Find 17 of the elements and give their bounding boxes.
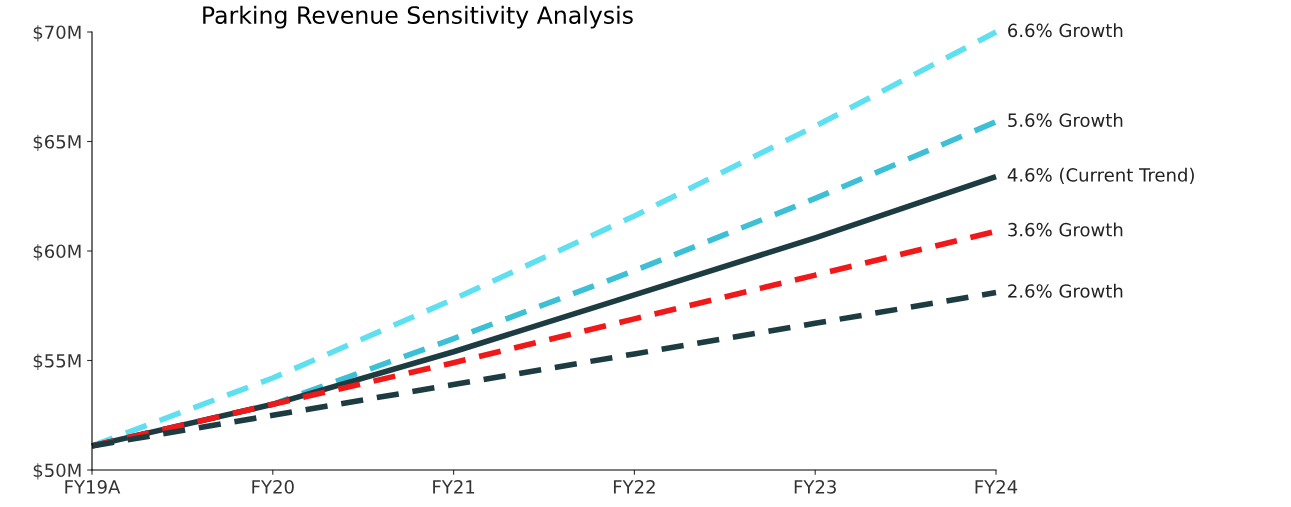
series-label: 2.6% Growth (1008, 283, 1123, 298)
chart-title: Parking Revenue Sensitivity Analysis (203, 5, 633, 29)
y-tick-label: $55M (33, 353, 81, 371)
series-label: 3.6% Growth (1008, 222, 1123, 237)
y-tick-label: $60M (33, 244, 81, 261)
y-tick-label: $70M (33, 25, 81, 42)
x-tick-label: FY22 (613, 480, 655, 494)
series-label: 6.6% Growth (1008, 23, 1123, 38)
x-tick-label: FY20 (252, 480, 294, 494)
x-tick-label: FY19A (65, 480, 121, 494)
series-label: 4.6% (Current Trend) (1007, 167, 1194, 184)
y-tick-label: $50M (33, 463, 81, 480)
y-tick-label: $65M (33, 134, 81, 152)
series-label: 5.6% Growth (1008, 113, 1123, 128)
x-tick-label: FY21 (433, 480, 475, 494)
x-tick-label: FY23 (794, 480, 836, 494)
x-tick-label: FY24 (975, 480, 1018, 494)
